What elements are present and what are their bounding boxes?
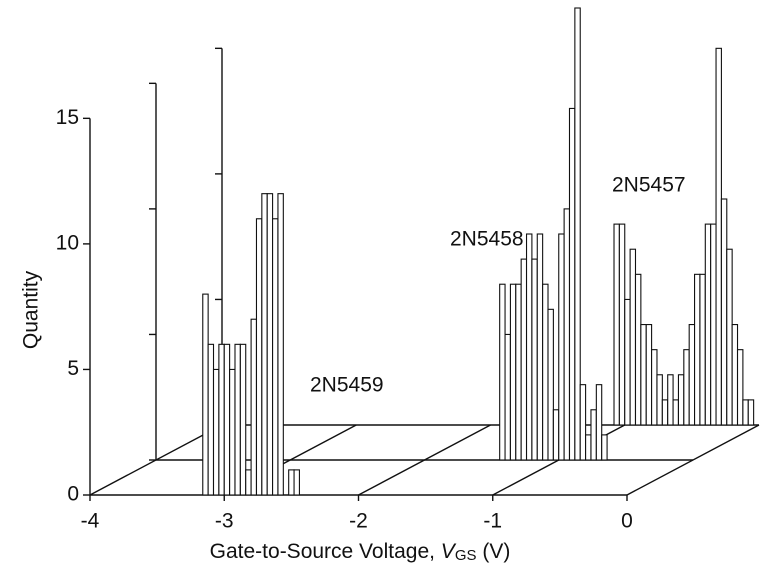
histogram-bar [255,218,263,496]
histogram-bar [677,374,685,426]
series-label: 2N5457 [612,174,686,197]
x-tick-label: -1 [483,510,502,533]
histogram-bar [736,349,744,426]
histogram-bar [547,308,554,461]
histogram-bar [277,193,284,496]
histogram-bar [574,7,581,461]
histogram-bar [699,273,706,426]
x-tick-label: 0 [621,510,633,533]
histogram-bar [590,409,597,461]
histogram-bar [624,298,631,426]
histogram-bar [202,293,209,496]
histogram-bar [261,193,268,496]
histogram-bar [618,223,626,426]
histogram-bar [504,333,511,461]
histogram-bar [536,233,544,461]
y-tick-label: 0 [67,483,79,506]
histogram-bar [499,283,506,461]
histogram-bar [568,107,576,461]
y-tick-label: 10 [56,231,79,254]
x-tick-label: -4 [81,510,100,533]
histogram-bar [250,318,258,496]
x-axis-label: Gate-to-Source Voltage, VGS (V) [210,540,511,564]
histogram-bar [629,248,637,426]
x-label-symbol: V [441,540,457,563]
histogram-bar [272,218,279,496]
x-label-text: Gate-to-Source Voltage, [210,540,441,563]
series-label: 2N5458 [450,228,524,251]
histogram-bar [288,469,295,496]
y-tick-label: 5 [67,357,79,380]
histogram-bar [667,374,674,426]
histogram-bar [634,273,642,426]
histogram-bar [688,324,696,426]
histogram-bar [223,343,231,496]
histogram-bar [595,384,603,461]
depth-grid-line [626,424,760,496]
histogram-bar [640,324,647,426]
histogram-bar [531,258,538,461]
y-tick-label: 15 [56,106,79,129]
histogram-bar [672,399,680,426]
histogram-bar [234,343,241,496]
histogram-bar [542,283,549,461]
histogram-bar [218,343,225,496]
histogram-bar [552,409,560,461]
histogram-bar [558,233,565,461]
histogram-bar [585,434,592,461]
histogram-bar [229,368,236,496]
histogram-bar [683,349,690,426]
histogram-bar [720,198,728,426]
histogram-bar [525,233,533,461]
histogram-bar [656,374,663,426]
series-label: 2N5459 [310,374,384,397]
histogram-bar [613,223,620,426]
histogram-bar [509,283,517,461]
histogram-bar [710,223,717,426]
histogram-bar [694,273,701,426]
histogram-bar [747,399,755,426]
histogram-bar [245,469,252,496]
depth-grid-line [358,424,491,496]
histogram-bar [731,324,739,426]
histogram-bar [579,384,587,461]
x-label-unit: (V) [477,540,511,563]
histogram-bar [563,208,571,461]
x-tick-label: -2 [349,510,368,533]
histogram-bar [601,434,608,461]
histogram-bar [293,469,300,496]
histogram-bar [661,399,669,426]
y-axis-label: Quantity [20,270,43,349]
histogram-bar [715,47,722,426]
histogram-bar [726,248,733,426]
histogram-bar [645,324,653,426]
histogram-bar [515,283,522,461]
histogram-bar [651,349,658,426]
x-tick-label: -3 [215,510,234,533]
histogram-bar [266,193,274,496]
histogram-bar [212,368,220,496]
x-label-subscript: GS [455,547,477,564]
histogram-bar [704,223,712,426]
histogram-bar [207,343,215,496]
histogram-bar [742,399,749,426]
histogram-bar [239,343,247,496]
histogram-bar [520,258,528,461]
